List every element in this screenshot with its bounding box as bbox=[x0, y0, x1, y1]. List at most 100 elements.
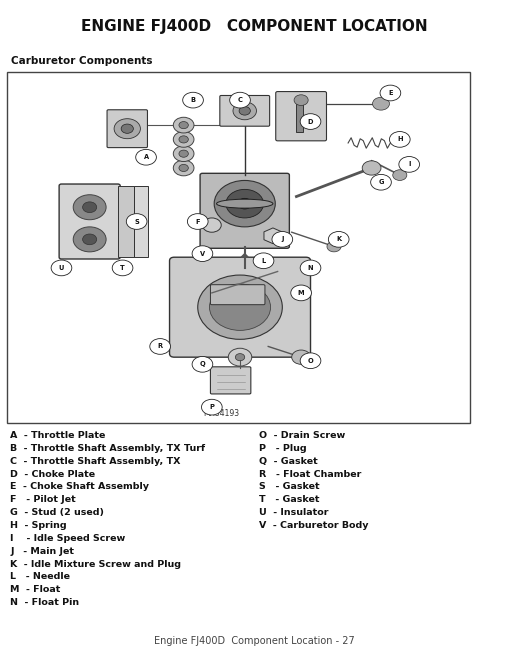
FancyBboxPatch shape bbox=[107, 110, 147, 147]
Circle shape bbox=[192, 357, 213, 372]
Text: R   - Float Chamber: R - Float Chamber bbox=[259, 470, 361, 478]
FancyBboxPatch shape bbox=[276, 91, 327, 141]
Text: S   - Gasket: S - Gasket bbox=[259, 482, 320, 492]
Circle shape bbox=[380, 85, 401, 101]
Circle shape bbox=[51, 260, 72, 276]
Circle shape bbox=[214, 180, 275, 227]
Circle shape bbox=[73, 227, 106, 252]
Text: U: U bbox=[59, 265, 64, 271]
Circle shape bbox=[112, 260, 133, 276]
Circle shape bbox=[235, 353, 245, 361]
Circle shape bbox=[173, 132, 194, 147]
Circle shape bbox=[83, 202, 97, 213]
Circle shape bbox=[328, 232, 349, 247]
Text: P: P bbox=[209, 404, 214, 410]
Circle shape bbox=[209, 284, 271, 330]
Circle shape bbox=[173, 160, 194, 176]
Circle shape bbox=[114, 118, 140, 139]
Circle shape bbox=[393, 170, 407, 180]
FancyArrow shape bbox=[241, 253, 248, 257]
Text: B  - Throttle Shaft Assembly, TX Turf: B - Throttle Shaft Assembly, TX Turf bbox=[10, 444, 205, 453]
Text: P   - Plug: P - Plug bbox=[259, 444, 307, 453]
Circle shape bbox=[192, 246, 213, 261]
Text: H  - Spring: H - Spring bbox=[10, 521, 67, 530]
Circle shape bbox=[239, 107, 250, 115]
Text: C  - Throttle Shaft Assembly, TX: C - Throttle Shaft Assembly, TX bbox=[10, 457, 180, 466]
Circle shape bbox=[179, 136, 188, 143]
Circle shape bbox=[179, 164, 188, 172]
Text: S: S bbox=[134, 218, 139, 224]
Circle shape bbox=[238, 198, 252, 209]
Text: J   - Main Jet: J - Main Jet bbox=[10, 547, 74, 556]
Circle shape bbox=[230, 92, 250, 108]
FancyBboxPatch shape bbox=[210, 367, 251, 394]
Circle shape bbox=[300, 114, 321, 130]
Bar bbox=[297, 104, 303, 132]
Text: G  - Stud (2 used): G - Stud (2 used) bbox=[10, 508, 104, 517]
Circle shape bbox=[173, 117, 194, 133]
Text: F   - Pilot Jet: F - Pilot Jet bbox=[10, 495, 76, 504]
Circle shape bbox=[300, 353, 321, 368]
Text: I: I bbox=[408, 161, 410, 167]
Circle shape bbox=[187, 214, 208, 230]
Ellipse shape bbox=[216, 199, 273, 208]
Text: F: F bbox=[196, 218, 200, 224]
Text: R: R bbox=[157, 343, 163, 349]
Text: V: V bbox=[200, 251, 205, 257]
Text: V  - Carburetor Body: V - Carburetor Body bbox=[259, 521, 368, 530]
Circle shape bbox=[371, 174, 391, 190]
Text: B: B bbox=[190, 97, 196, 103]
Text: N  - Float Pin: N - Float Pin bbox=[10, 598, 79, 607]
Circle shape bbox=[294, 95, 308, 105]
Circle shape bbox=[121, 124, 134, 134]
Bar bbox=[118, 186, 134, 257]
FancyBboxPatch shape bbox=[210, 285, 265, 305]
Circle shape bbox=[291, 285, 311, 301]
Text: Q: Q bbox=[200, 361, 205, 367]
Circle shape bbox=[198, 275, 282, 340]
FancyBboxPatch shape bbox=[200, 173, 290, 248]
Text: H: H bbox=[397, 136, 403, 142]
Text: Engine FJ400D  Component Location - 27: Engine FJ400D Component Location - 27 bbox=[153, 636, 355, 647]
Text: A: A bbox=[143, 154, 149, 161]
Text: C: C bbox=[238, 97, 242, 103]
Text: D  - Choke Plate: D - Choke Plate bbox=[10, 470, 95, 478]
Text: L   - Needle: L - Needle bbox=[10, 572, 70, 582]
Circle shape bbox=[202, 399, 222, 415]
Text: T: T bbox=[120, 265, 125, 271]
Circle shape bbox=[253, 253, 274, 268]
FancyBboxPatch shape bbox=[220, 95, 270, 126]
Circle shape bbox=[150, 339, 171, 354]
Text: K: K bbox=[336, 236, 341, 242]
Text: K  - Idle Mixture Screw and Plug: K - Idle Mixture Screw and Plug bbox=[10, 559, 181, 569]
Circle shape bbox=[183, 92, 203, 108]
Text: L: L bbox=[262, 258, 266, 264]
Text: D: D bbox=[308, 118, 313, 124]
Text: M  - Float: M - Float bbox=[10, 585, 60, 594]
Text: MX34193: MX34193 bbox=[203, 409, 239, 418]
Text: O  - Drain Screw: O - Drain Screw bbox=[259, 431, 345, 440]
Text: E  - Choke Shaft Assembly: E - Choke Shaft Assembly bbox=[10, 482, 149, 492]
Circle shape bbox=[73, 195, 106, 220]
Circle shape bbox=[300, 260, 321, 276]
Text: ENGINE FJ400D   COMPONENT LOCATION: ENGINE FJ400D COMPONENT LOCATION bbox=[81, 19, 427, 34]
Circle shape bbox=[362, 161, 381, 175]
Text: T   - Gasket: T - Gasket bbox=[259, 495, 320, 504]
Text: G: G bbox=[378, 179, 384, 186]
Text: A  - Throttle Plate: A - Throttle Plate bbox=[10, 431, 106, 440]
Circle shape bbox=[372, 97, 390, 110]
Circle shape bbox=[136, 149, 156, 165]
FancyBboxPatch shape bbox=[59, 184, 120, 259]
FancyBboxPatch shape bbox=[170, 257, 310, 357]
Bar bbox=[134, 186, 148, 257]
Circle shape bbox=[126, 214, 147, 230]
Circle shape bbox=[83, 234, 97, 245]
Circle shape bbox=[327, 241, 341, 252]
Circle shape bbox=[390, 132, 410, 147]
Circle shape bbox=[226, 190, 264, 218]
Circle shape bbox=[292, 350, 310, 365]
Text: O: O bbox=[308, 358, 313, 364]
Text: M: M bbox=[298, 290, 304, 296]
Circle shape bbox=[203, 218, 221, 232]
Circle shape bbox=[272, 232, 293, 247]
